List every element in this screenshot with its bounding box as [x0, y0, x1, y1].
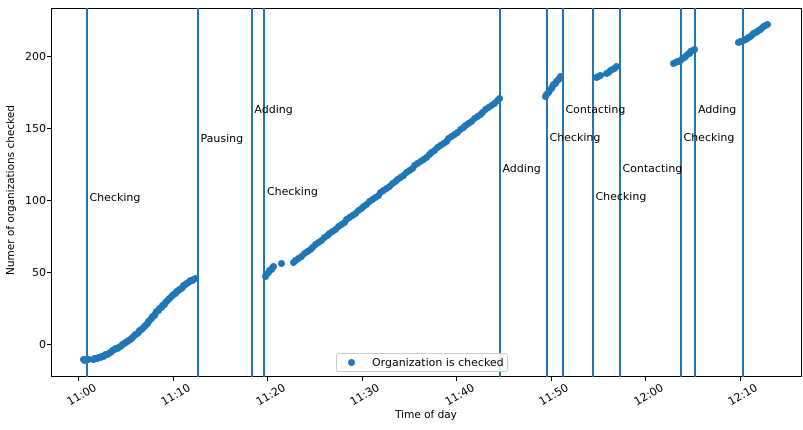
event-label: Checking — [266, 185, 318, 199]
scatter-point — [557, 73, 565, 81]
x-tick-mark — [361, 377, 363, 381]
scatter-point — [363, 201, 371, 209]
x-tick-label: 11:40 — [442, 381, 477, 409]
scatter-point — [690, 45, 698, 53]
legend-marker-icon — [348, 359, 355, 366]
legend-label: Organization is checked — [372, 356, 504, 369]
x-tick-mark — [645, 377, 646, 381]
x-tick-mark — [739, 377, 741, 381]
event-label: Checking — [683, 130, 735, 144]
event-label: Contacting — [565, 103, 626, 117]
x-tick-label: 11:20 — [253, 381, 288, 409]
y-tick-mark — [47, 56, 51, 57]
plot-area — [51, 8, 802, 377]
x-tick-mark — [172, 377, 174, 381]
scatter-point — [84, 356, 92, 364]
scatter-point — [453, 128, 461, 136]
event-label: Adding — [502, 161, 541, 175]
event-vline — [694, 8, 697, 377]
scatter-point — [278, 260, 286, 268]
event-vline — [197, 8, 200, 377]
event-vline — [498, 8, 501, 377]
event-vline — [250, 8, 253, 377]
event-vline — [263, 8, 266, 377]
event-vline — [562, 8, 564, 377]
event-label: Checking — [595, 190, 647, 204]
x-tick-mark — [267, 377, 268, 381]
event-vline — [680, 8, 683, 377]
x-tick-label: 11:10 — [159, 381, 193, 409]
event-vline — [618, 8, 621, 377]
y-tick-label: 100 — [25, 193, 46, 207]
y-tick-label: 50 — [32, 265, 46, 279]
x-tick-mark — [456, 377, 457, 381]
scatter-point — [317, 236, 325, 244]
y-tick-mark — [47, 272, 51, 273]
scatter-point — [612, 63, 620, 71]
y-tick-mark — [47, 200, 51, 201]
x-tick-mark — [78, 377, 79, 381]
event-vline — [546, 8, 549, 377]
event-label: Pausing — [200, 132, 244, 146]
y-tick-label: 200 — [25, 49, 46, 63]
event-vline — [742, 8, 745, 377]
legend: Organization is checked — [336, 353, 508, 372]
scatter-point — [763, 21, 771, 29]
x-tick-label: 12:10 — [726, 381, 760, 409]
x-tick-label: 11:30 — [348, 381, 382, 409]
scatter-point — [351, 209, 359, 217]
y-tick-label: 150 — [25, 121, 46, 135]
scatter-point — [496, 95, 504, 103]
x-tick-label: 12:00 — [631, 381, 666, 409]
event-label: Contacting — [622, 161, 683, 175]
y-tick-label: 0 — [39, 337, 46, 351]
event-label: Checking — [89, 191, 141, 205]
y-tick-mark — [47, 344, 51, 345]
event-label: Adding — [697, 102, 737, 116]
x-axis-label: Time of day — [395, 409, 457, 421]
event-label: Checking — [549, 131, 601, 145]
scatter-point — [597, 71, 605, 79]
x-tick-label: 11:00 — [64, 381, 99, 409]
event-label: Adding — [254, 103, 293, 117]
event-vline — [591, 8, 594, 377]
scatter-point — [191, 275, 199, 283]
x-tick-mark — [550, 377, 552, 381]
scatter-point — [270, 263, 278, 271]
y-tick-mark — [47, 128, 51, 129]
x-tick-label: 11:50 — [537, 381, 571, 409]
scatter-point — [385, 182, 393, 190]
event-vline — [86, 8, 88, 377]
